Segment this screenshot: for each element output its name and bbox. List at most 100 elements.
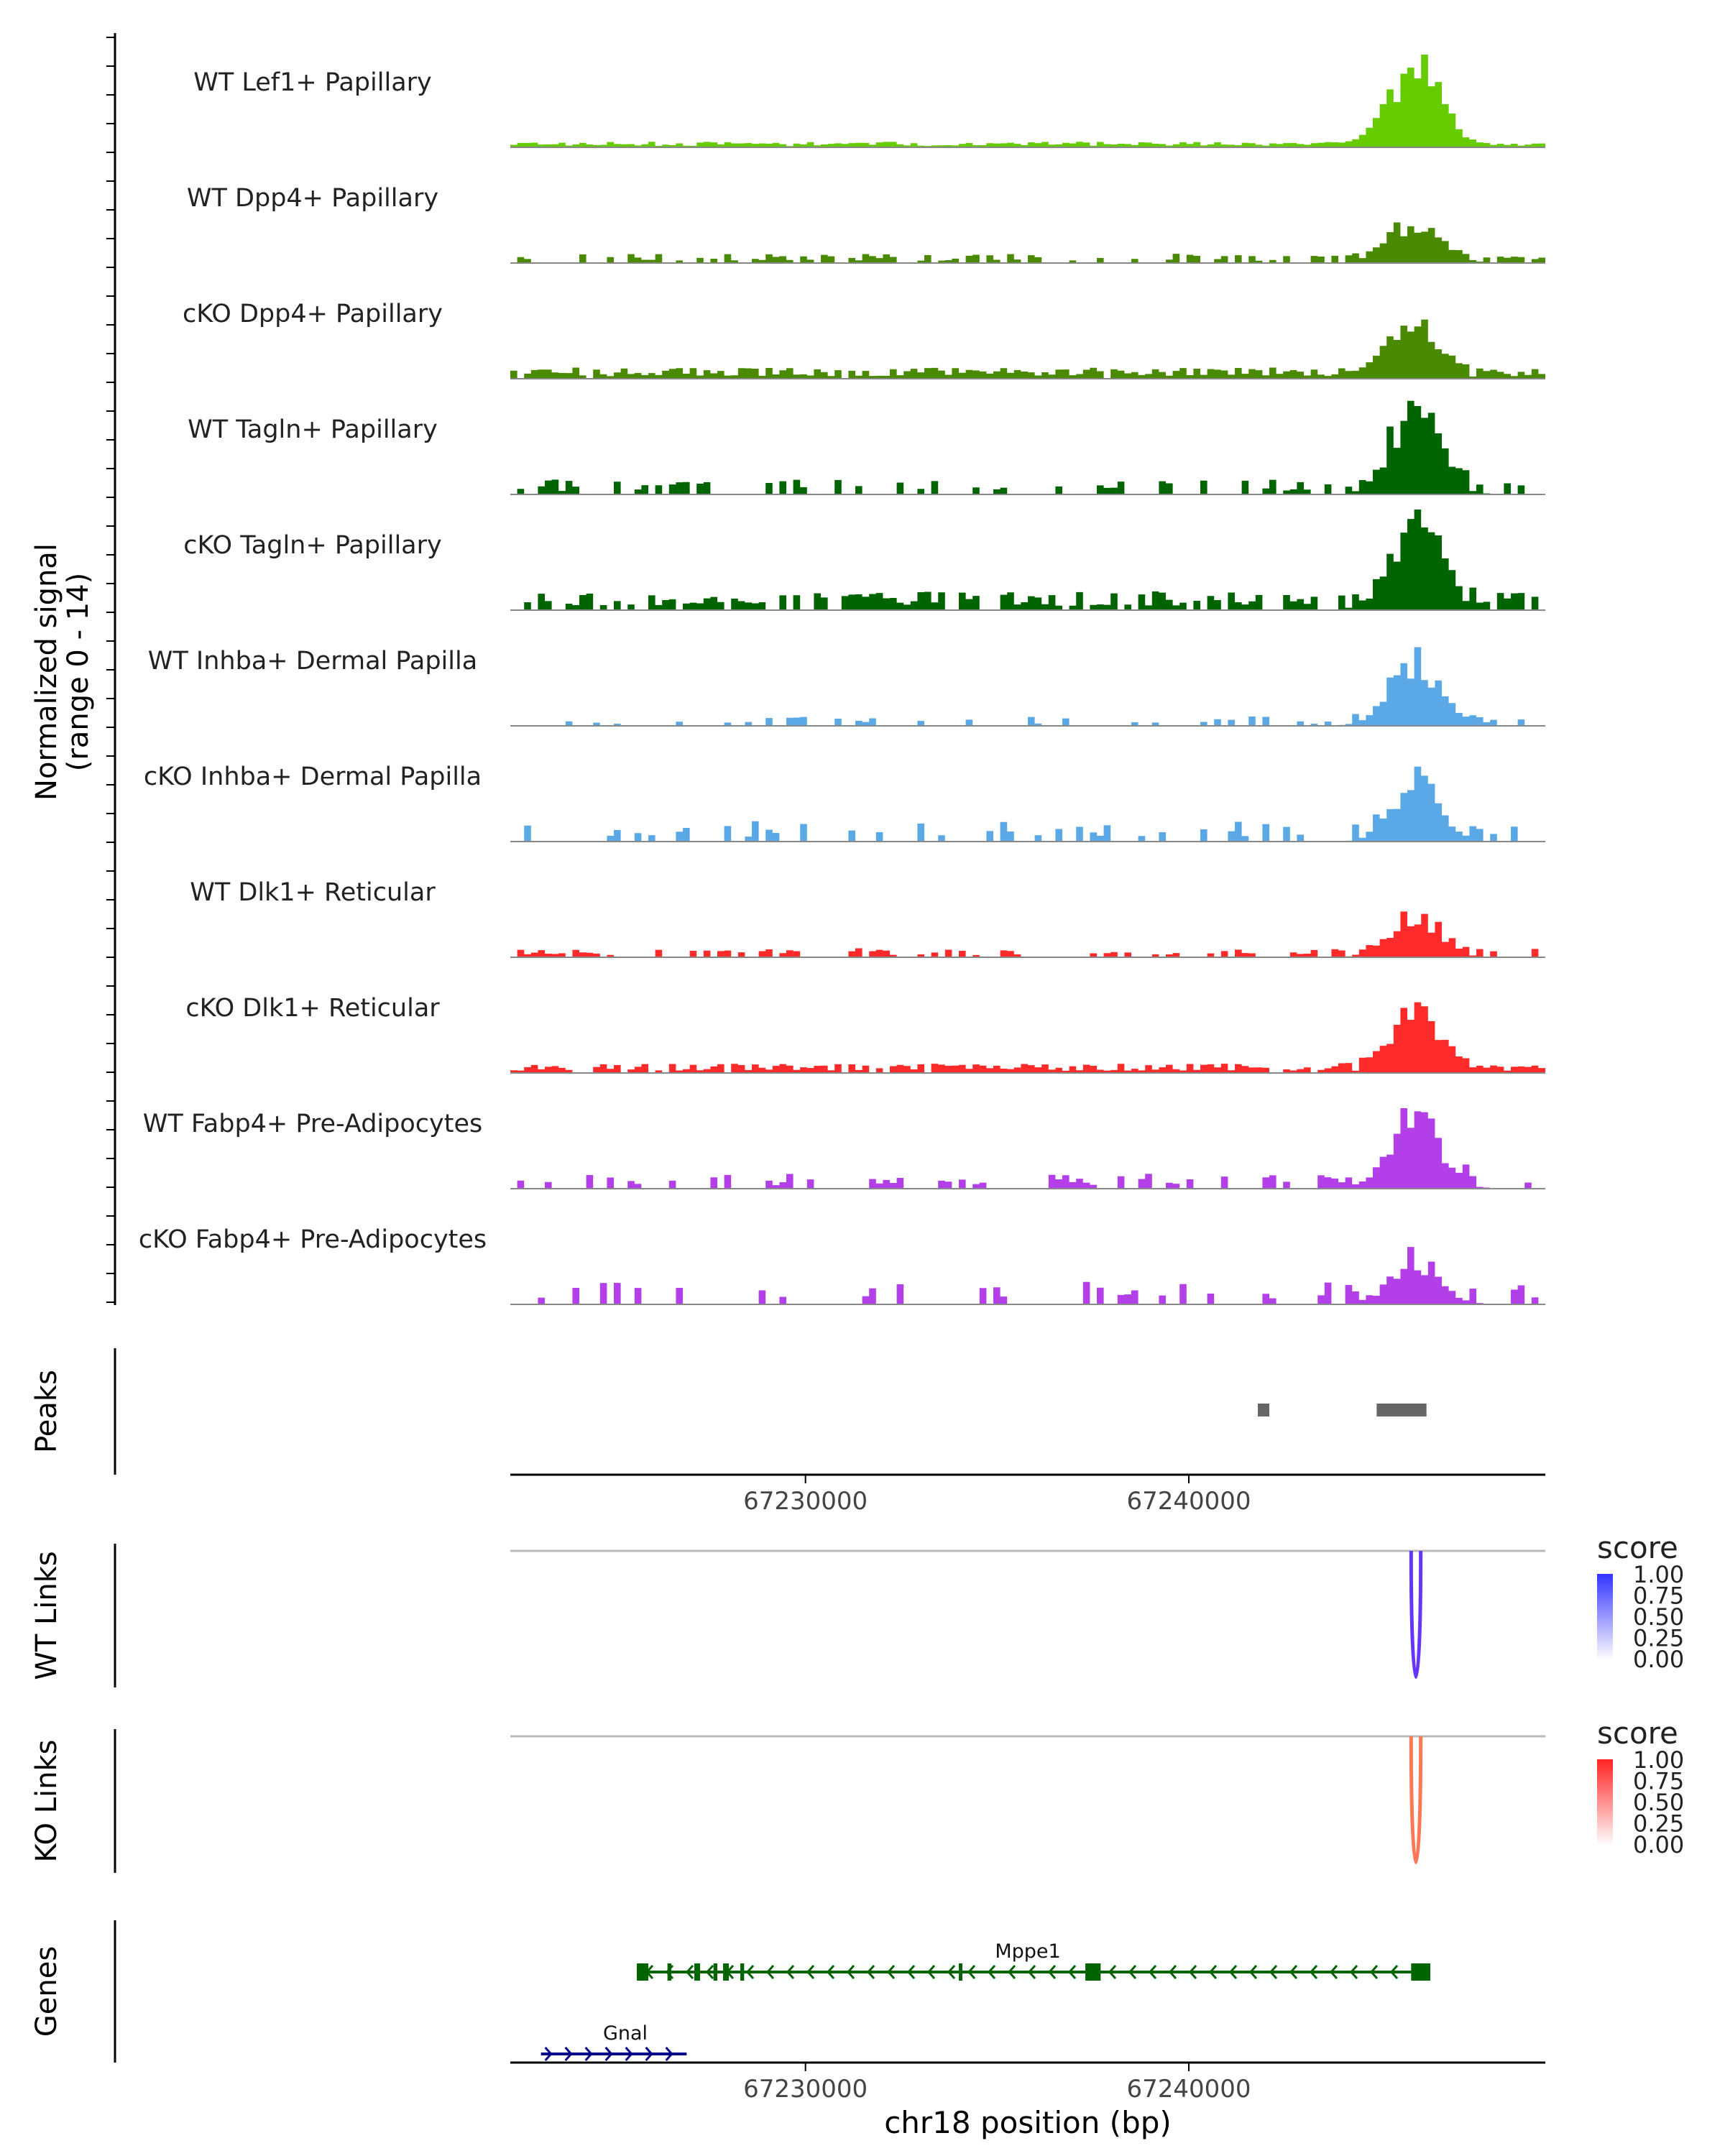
strand-arrow (826, 1965, 835, 1979)
strand-arrow (1289, 1965, 1298, 1979)
strand-arrow (1128, 1965, 1137, 1979)
strand-arrow (1148, 1965, 1157, 1979)
exon (1411, 1963, 1430, 1981)
exon (740, 1963, 745, 1981)
x-tick-label: 67230000 (743, 1487, 868, 1516)
legend-title: score (1597, 1715, 1678, 1751)
coverage-area (510, 647, 1545, 726)
coverage-ylabel-range: (range 0 - 14) (62, 573, 95, 771)
x-tick-label: 67240000 (1126, 1487, 1251, 1516)
gene: Gnal (540, 2022, 687, 2061)
track-label: WT Tagln+ Papillary (188, 415, 438, 444)
genes-panel: Genes Mppe1 Gnal 67230000 67240000 chr18 p… (30, 1920, 1545, 2140)
strand-arrow (1389, 1965, 1399, 1979)
exon (667, 1963, 671, 1981)
coverage-area (510, 766, 1545, 842)
strand-arrow (1047, 1965, 1057, 1979)
coverage-track: WT Fabp4+ Pre-Adipocytes (143, 1107, 1545, 1189)
gene-label: Mppe1 (995, 1940, 1060, 1963)
coverage-area (510, 1247, 1545, 1304)
strand-arrow (1168, 1965, 1177, 1979)
legend-tick-label: 0.75 (1633, 1583, 1684, 1610)
genes-label: Genes (30, 1946, 63, 2037)
strand-arrow (1228, 1965, 1238, 1979)
coverage-track: WT Lef1+ Papillary (193, 54, 1545, 148)
links-label: WT Links (30, 1551, 63, 1680)
exon (959, 1963, 962, 1981)
track-label: WT Dlk1+ Reticular (190, 878, 436, 907)
coverage-track: cKO Fabp4+ Pre-Adipocytes (139, 1225, 1545, 1305)
strand-arrow (1369, 1965, 1379, 1979)
exon (713, 1963, 717, 1981)
strand-arrow (806, 1965, 815, 1979)
exon (694, 1963, 700, 1981)
peaks-panel: Peaks 67230000 67240000 (30, 1348, 1545, 1516)
strand-arrow (1027, 1965, 1036, 1979)
strand-arrow (866, 1965, 875, 1979)
strand-arrow (846, 1965, 855, 1979)
strand-arrow (926, 1965, 936, 1979)
coverage-area (510, 222, 1545, 263)
coverage-area (510, 911, 1545, 957)
strand-arrow (786, 1965, 795, 1979)
strand-arrow (625, 2047, 633, 2061)
strand-arrow (1067, 1965, 1077, 1979)
legend-tick-label: 0.50 (1633, 1603, 1684, 1631)
strand-arrow (665, 2047, 673, 2061)
strand-arrow (544, 2047, 553, 2061)
coverage-track: cKO Inhba+ Dermal Papilla (144, 763, 1545, 842)
strand-arrow (886, 1965, 896, 1979)
strand-arrow (1329, 1965, 1338, 1979)
links-label: KO Links (30, 1740, 63, 1863)
coverage-area (510, 1107, 1545, 1189)
strand-arrow (705, 1965, 714, 1979)
strand-arrow (1349, 1965, 1358, 1979)
strand-arrow (967, 1965, 976, 1979)
x-axis-title: chr18 position (bp) (884, 2105, 1172, 2140)
legend-colorbar (1597, 1574, 1613, 1660)
legend-tick-label: 1.00 (1633, 1561, 1684, 1588)
exon (1085, 1963, 1101, 1981)
strand-arrow (604, 2047, 613, 2061)
strand-arrow (765, 1965, 775, 1979)
coverage-area (510, 400, 1545, 494)
strand-arrow (1188, 1965, 1197, 1979)
coverage-track: WT Dlk1+ Reticular (190, 878, 1545, 958)
exon (637, 1963, 648, 1981)
strand-arrow (947, 1965, 956, 1979)
strand-arrow (685, 1965, 694, 1979)
coverage-track: WT Dpp4+ Papillary (187, 184, 1545, 264)
track-label: WT Fabp4+ Pre-Adipocytes (143, 1110, 482, 1138)
link-arc (1409, 1550, 1423, 1679)
legend-title: score (1597, 1530, 1678, 1565)
coverage-area (510, 54, 1545, 147)
strand-arrow (1007, 1965, 1016, 1979)
strand-arrow (745, 1965, 755, 1979)
strand-arrow (1108, 1965, 1117, 1979)
strand-arrow (987, 1965, 996, 1979)
x-tick-label: 67240000 (1126, 2075, 1251, 2104)
legend-colorbar (1597, 1759, 1613, 1846)
legend-tick-label: 0.25 (1633, 1625, 1684, 1652)
gene-label: Gnal (603, 2022, 648, 2045)
gene: Mppe1 (637, 1940, 1430, 1981)
legend-tick-label: 1.00 (1633, 1746, 1684, 1774)
strand-arrow (645, 2047, 653, 2061)
coverage-area (510, 510, 1545, 610)
legend-tick-label: 0.50 (1633, 1789, 1684, 1816)
x-tick-label: 67230000 (743, 2075, 868, 2104)
legend-tick-label: 0.75 (1633, 1768, 1684, 1795)
coverage-track: cKO Dpp4+ Papillary (183, 300, 1545, 379)
track-label: WT Inhba+ Dermal Papilla (148, 647, 477, 676)
strand-arrow (1208, 1965, 1218, 1979)
legend-tick-label: 0.00 (1633, 1646, 1684, 1673)
coverage-area (510, 1002, 1545, 1073)
coverage-axis: Normalized signal (range 0 - 14) (30, 33, 116, 1305)
peak (1376, 1404, 1427, 1416)
strand-arrow (1309, 1965, 1318, 1979)
coverage-area (510, 319, 1545, 379)
coverage-track: cKO Tagln+ Papillary (183, 510, 1545, 611)
